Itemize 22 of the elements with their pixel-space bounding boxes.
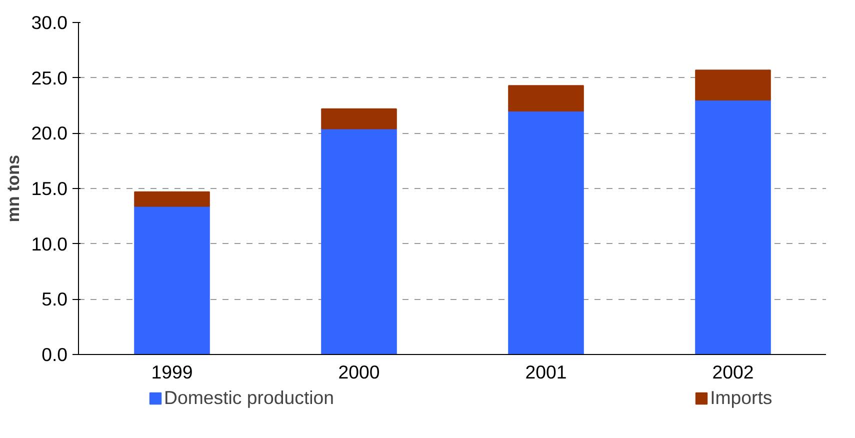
bar	[695, 99, 771, 354]
legend-label: Domestic production	[164, 387, 334, 409]
bar	[134, 191, 210, 207]
bar	[134, 206, 210, 354]
x-tick-label: 2001	[525, 362, 567, 382]
x-tick-label: 2002	[712, 362, 754, 382]
y-tick-label: 0.0	[42, 344, 68, 365]
legend-label: Imports	[710, 387, 772, 409]
x-tick-label: 2000	[338, 362, 380, 382]
y-tick-label: 5.0	[42, 288, 68, 310]
bar	[321, 108, 397, 130]
y-tick-label: 15.0	[31, 178, 68, 199]
y-tick-label: 25.0	[31, 67, 68, 88]
y-tick-label: 20.0	[31, 122, 68, 144]
y-axis-title: mn tons	[3, 154, 24, 222]
x-tick-label: 1999	[151, 362, 193, 382]
bar	[508, 110, 584, 354]
y-tick-label: 30.0	[31, 12, 68, 33]
bar	[321, 128, 397, 354]
bar	[695, 70, 771, 100]
bar	[508, 85, 584, 112]
y-tick-label: 10.0	[31, 233, 68, 254]
